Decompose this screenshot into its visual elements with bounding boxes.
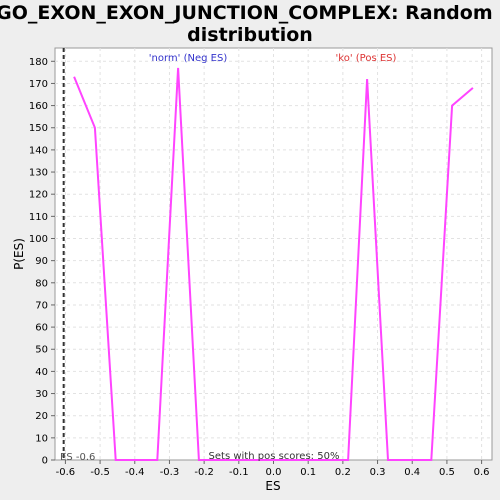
y-axis-label: P(ES) <box>12 238 26 270</box>
y-tick-label: 170 <box>29 79 48 90</box>
pos-es-label: 'ko' (Pos ES) <box>336 53 397 64</box>
observed-es-label: ES -0.6 <box>60 452 95 463</box>
y-tick-label: 100 <box>29 234 48 245</box>
y-tick-label: 90 <box>35 256 48 267</box>
y-tick-label: 10 <box>35 433 48 444</box>
y-axis-ticks: 0 10 20 30 40 50 60 70 80 90 100 110 120 130 140 150 160… <box>29 57 55 467</box>
x-tick-label: 0.0 <box>266 467 282 478</box>
x-axis-ticks: -0.6 -0.5 -0.4 -0.3 -0.2 -0.1 0.0 0.1 0.2 0.3 0.4 0… <box>56 460 490 478</box>
y-tick-label: 140 <box>29 145 48 156</box>
x-tick-label: 0.3 <box>370 467 386 478</box>
x-tick-label: -0.5 <box>90 467 110 478</box>
neg-es-label: 'norm' (Neg ES) <box>149 53 228 64</box>
pos-scores-footer: Sets with pos scores: 50% <box>209 451 340 462</box>
chart-title-line1: GO_EXON_EXON_JUNCTION_COMPLEX: Random ES <box>0 2 500 24</box>
x-tick-label: -0.4 <box>125 467 145 478</box>
x-tick-label: 0.5 <box>439 467 455 478</box>
y-tick-label: 130 <box>29 168 48 179</box>
y-tick-label: 50 <box>35 345 48 356</box>
x-tick-label: -0.1 <box>229 467 249 478</box>
x-tick-label: -0.3 <box>160 467 180 478</box>
y-tick-label: 40 <box>35 367 48 378</box>
y-tick-label: 0 <box>42 456 48 467</box>
chart-title-line2: distribution <box>187 24 313 46</box>
y-tick-label: 120 <box>29 190 48 201</box>
y-tick-label: 180 <box>29 57 48 68</box>
x-tick-label: 0.2 <box>335 467 351 478</box>
x-tick-label: 0.1 <box>300 467 316 478</box>
y-tick-label: 160 <box>29 101 48 112</box>
y-tick-label: 150 <box>29 123 48 134</box>
x-axis-label: ES <box>265 479 280 493</box>
y-tick-label: 60 <box>35 323 48 334</box>
y-tick-label: 30 <box>35 389 48 400</box>
y-tick-label: 110 <box>29 212 48 223</box>
x-tick-label: -0.6 <box>56 467 76 478</box>
y-tick-label: 80 <box>35 278 48 289</box>
y-tick-label: 20 <box>35 411 48 422</box>
y-tick-label: 70 <box>35 300 48 311</box>
x-tick-label: 0.4 <box>404 467 420 478</box>
x-tick-label: -0.2 <box>194 467 214 478</box>
x-tick-label: 0.6 <box>474 467 490 478</box>
